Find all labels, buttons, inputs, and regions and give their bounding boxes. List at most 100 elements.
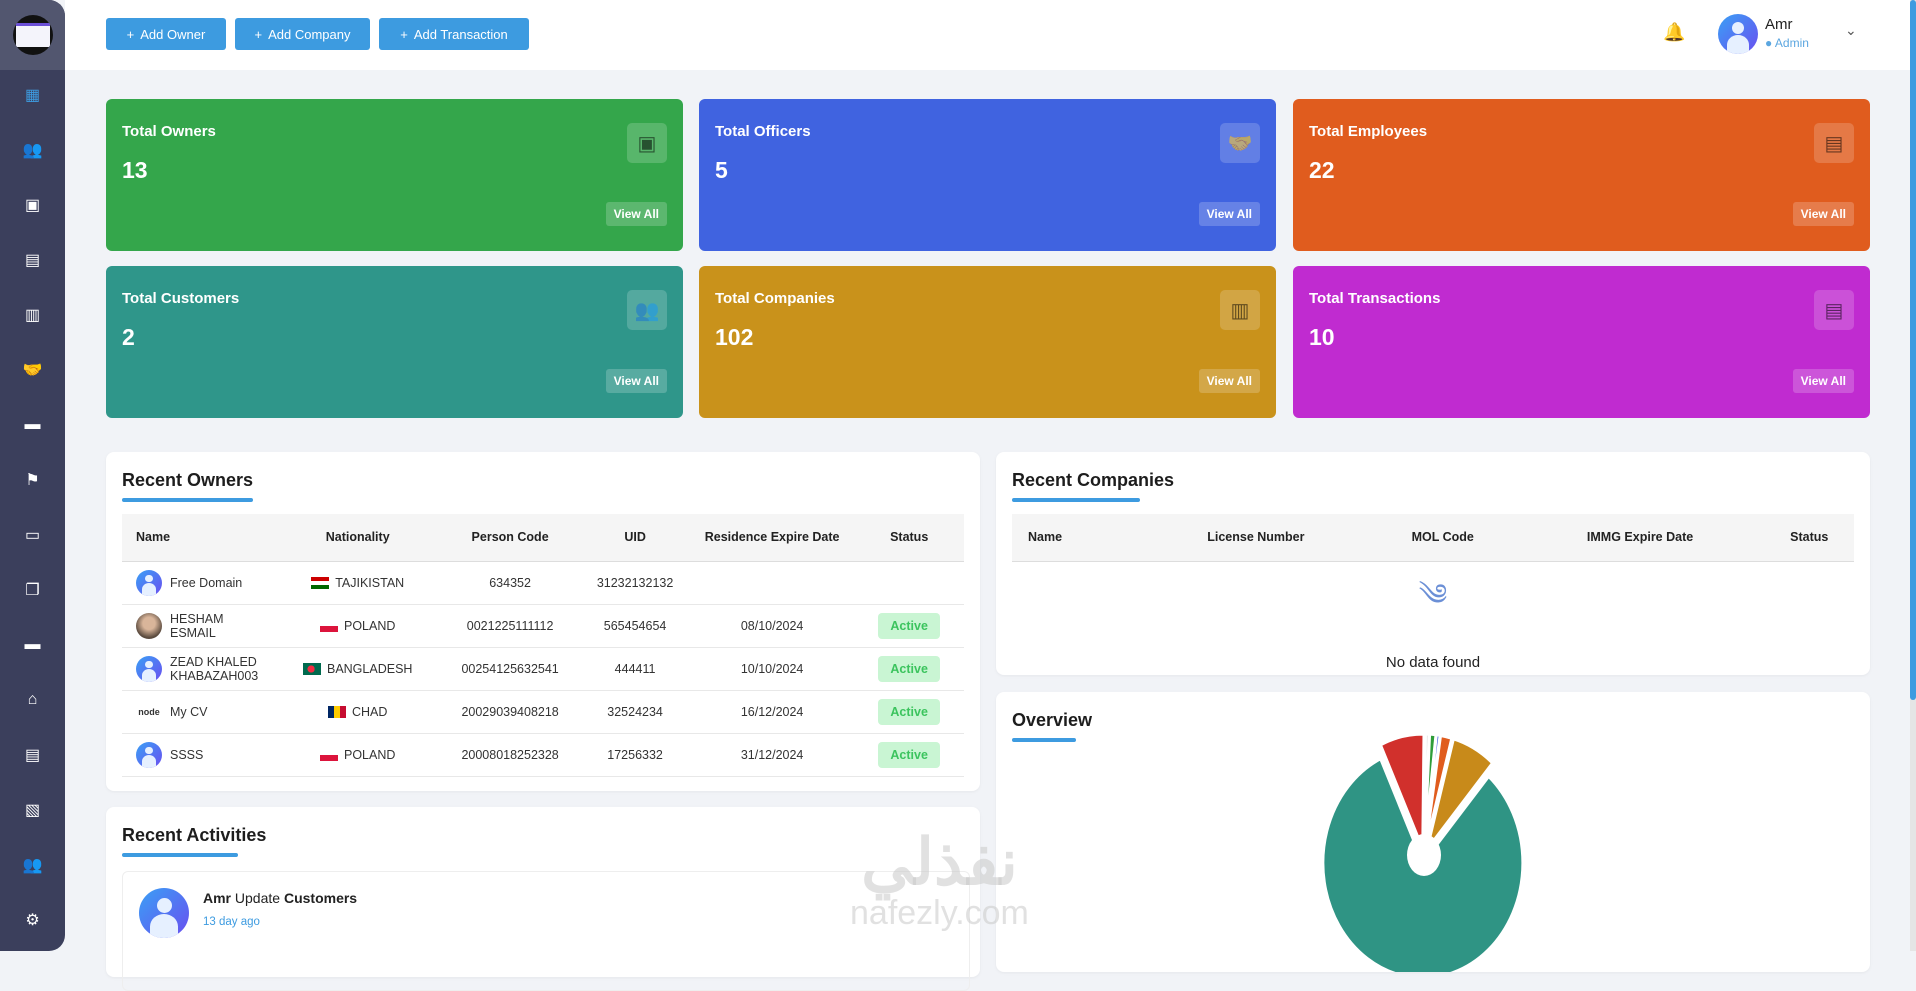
add-owner-button[interactable]: + Add Owner — [106, 18, 226, 50]
column-header[interactable]: IMMG Expire Date — [1515, 514, 1765, 562]
uid: 444411 — [580, 647, 690, 691]
column-header[interactable]: Status — [1764, 514, 1854, 562]
clipboard-clock-icon[interactable]: ▧ — [24, 802, 41, 819]
copies-icon[interactable]: ❐ — [25, 582, 40, 599]
overview-panel: Overview — [996, 692, 1870, 972]
stat-title: Total Officers — [715, 123, 811, 140]
scrollbar-thumb[interactable] — [1910, 0, 1916, 700]
id-badge-icon[interactable]: ▣ — [24, 197, 41, 214]
activity-avatar — [139, 888, 189, 938]
view-all-button[interactable]: View All — [1198, 202, 1260, 226]
owner-photo — [136, 612, 162, 639]
dashboard-icon[interactable]: ▦ — [24, 87, 41, 104]
view-all-button[interactable]: View All — [1792, 369, 1854, 393]
column-header[interactable]: MOL Code — [1369, 514, 1516, 562]
handshake-icon[interactable]: 🤝 — [22, 362, 43, 379]
view-all-button[interactable]: View All — [1792, 202, 1854, 226]
panel-title: Recent Companies — [1012, 470, 1175, 502]
id-card-icon[interactable]: ▤ — [24, 252, 41, 269]
real-estate-icon[interactable]: ⌂ — [27, 691, 38, 708]
column-header[interactable]: Residence Expire Date — [689, 514, 855, 562]
receipt-icon[interactable]: ▤ — [24, 747, 41, 764]
stat-card-total-companies: Total Companies 102 ▥ View All — [699, 266, 1276, 418]
person-code: 00254125632541 — [439, 647, 581, 691]
column-header[interactable]: Name — [122, 514, 276, 562]
column-header[interactable]: License Number — [1142, 514, 1370, 562]
table-row[interactable]: Free Domain TAJIKISTAN 634352 3123213213… — [122, 561, 964, 605]
uid: 565454654 — [580, 604, 690, 648]
nationality: BANGLADESH — [326, 661, 413, 676]
empty-state: ༄ No data found — [1012, 561, 1854, 671]
pie-slice-5[interactable] — [1423, 733, 1454, 851]
stat-value: 10 — [1309, 324, 1335, 350]
overview-pie-chart — [1321, 732, 1525, 972]
sidebar: ▦ 👥 ▣ ▤ ▥ 🤝 ▬ ⚑ ▭ ❐ ▬ ⌂ ▤ ▧ 👥 ⚙ — [0, 0, 65, 951]
no-data-text: No data found — [1385, 653, 1481, 671]
keyboard-icon[interactable]: ▬ — [24, 636, 41, 653]
stat-value: 2 — [122, 324, 135, 350]
table-row[interactable]: SSSS POLAND 20008018252328 17256332 31/1… — [122, 733, 964, 777]
table-row[interactable]: ZEAD KHALED KHABAZAH003 BANGLADESH 00254… — [122, 647, 964, 691]
stat-value: 22 — [1309, 157, 1335, 183]
view-all-button[interactable]: View All — [605, 202, 667, 226]
chevron-down-icon[interactable]: ⌄ — [1845, 22, 1857, 38]
app-logo[interactable] — [12, 15, 53, 55]
panel-title: Recent Owners — [122, 470, 254, 502]
id-badge-icon: ▣ — [627, 123, 667, 163]
stat-title: Total Transactions — [1309, 290, 1441, 307]
settings-gear-icon[interactable]: ⚙ — [25, 912, 40, 929]
status-badge: Active — [878, 741, 940, 768]
wind-empty-icon: ༄ — [1418, 578, 1448, 612]
id-card-icon: ▤ — [1814, 123, 1854, 163]
residence-expire-date: 08/10/2024 — [689, 604, 855, 648]
plus-icon: + — [254, 26, 263, 42]
receipt-icon: ▤ — [1814, 290, 1854, 330]
notification-bell-icon[interactable]: 🔔 — [1663, 22, 1686, 42]
view-all-button[interactable]: View All — [605, 369, 667, 393]
stat-title: Total Customers — [122, 290, 240, 307]
handshake-icon: 🤝 — [1220, 123, 1260, 163]
table-row[interactable]: HESHAM ESMAIL POLAND 0021225111112 56545… — [122, 604, 964, 648]
column-header[interactable]: Person Code — [439, 514, 581, 562]
column-header[interactable]: Nationality — [275, 514, 440, 562]
groups-icon[interactable]: 👥 — [22, 142, 43, 159]
stat-card-total-employees: Total Employees 22 ▤ View All — [1293, 99, 1870, 251]
recent-companies-panel: Recent Companies Name License Number MOL C… — [996, 452, 1870, 675]
credit-card-icon[interactable]: ▭ — [24, 527, 41, 544]
add-company-button[interactable]: + Add Company — [235, 18, 370, 50]
country-flag-icon — [320, 620, 338, 633]
owner-name: My CV — [170, 704, 208, 719]
stat-value: 102 — [715, 324, 754, 350]
activity-time: 13 day ago — [203, 916, 260, 928]
pie-slice-6[interactable] — [1425, 737, 1495, 852]
users-icon: 👥 — [627, 290, 667, 330]
button-label: Add Owner — [140, 26, 206, 42]
flag-icon[interactable]: ⚑ — [25, 472, 40, 489]
recent-owners-table: Name Nationality Person Code UID Residence E… — [122, 514, 964, 777]
country-flag-icon — [311, 577, 330, 590]
briefcase-icon[interactable]: ▬ — [24, 416, 41, 433]
table-row[interactable]: node My CV CHAD 20029039408218 32524234 1… — [122, 690, 964, 734]
person-code: 634352 — [439, 561, 581, 605]
page-scrollbar[interactable] — [1910, 0, 1916, 951]
column-header[interactable]: Status — [854, 514, 964, 562]
owner-avatar — [136, 741, 162, 768]
buildings-icon[interactable]: ▥ — [24, 307, 41, 324]
user-avatar[interactable] — [1718, 14, 1758, 54]
nationality: POLAND — [344, 747, 396, 762]
nationality: CHAD — [352, 704, 388, 719]
plus-icon: + — [126, 26, 135, 42]
role-label: Admin — [1774, 36, 1809, 50]
view-all-button[interactable]: View All — [1198, 369, 1260, 393]
country-flag-icon — [328, 706, 346, 719]
column-header[interactable]: UID — [580, 514, 690, 562]
residence-expire-date — [689, 561, 855, 605]
activity-item: Amr Update Customers 13 day ago — [122, 871, 970, 991]
nationality: TAJIKISTAN — [335, 575, 405, 590]
column-header[interactable]: Name — [1012, 514, 1142, 562]
activity-text: Amr Update Customers — [203, 890, 357, 906]
building-icon: ▥ — [1220, 290, 1260, 330]
plus-icon: + — [400, 26, 408, 42]
add-transaction-button[interactable]: + Add Transaction — [379, 18, 529, 50]
users-icon[interactable]: 👥 — [22, 857, 43, 874]
